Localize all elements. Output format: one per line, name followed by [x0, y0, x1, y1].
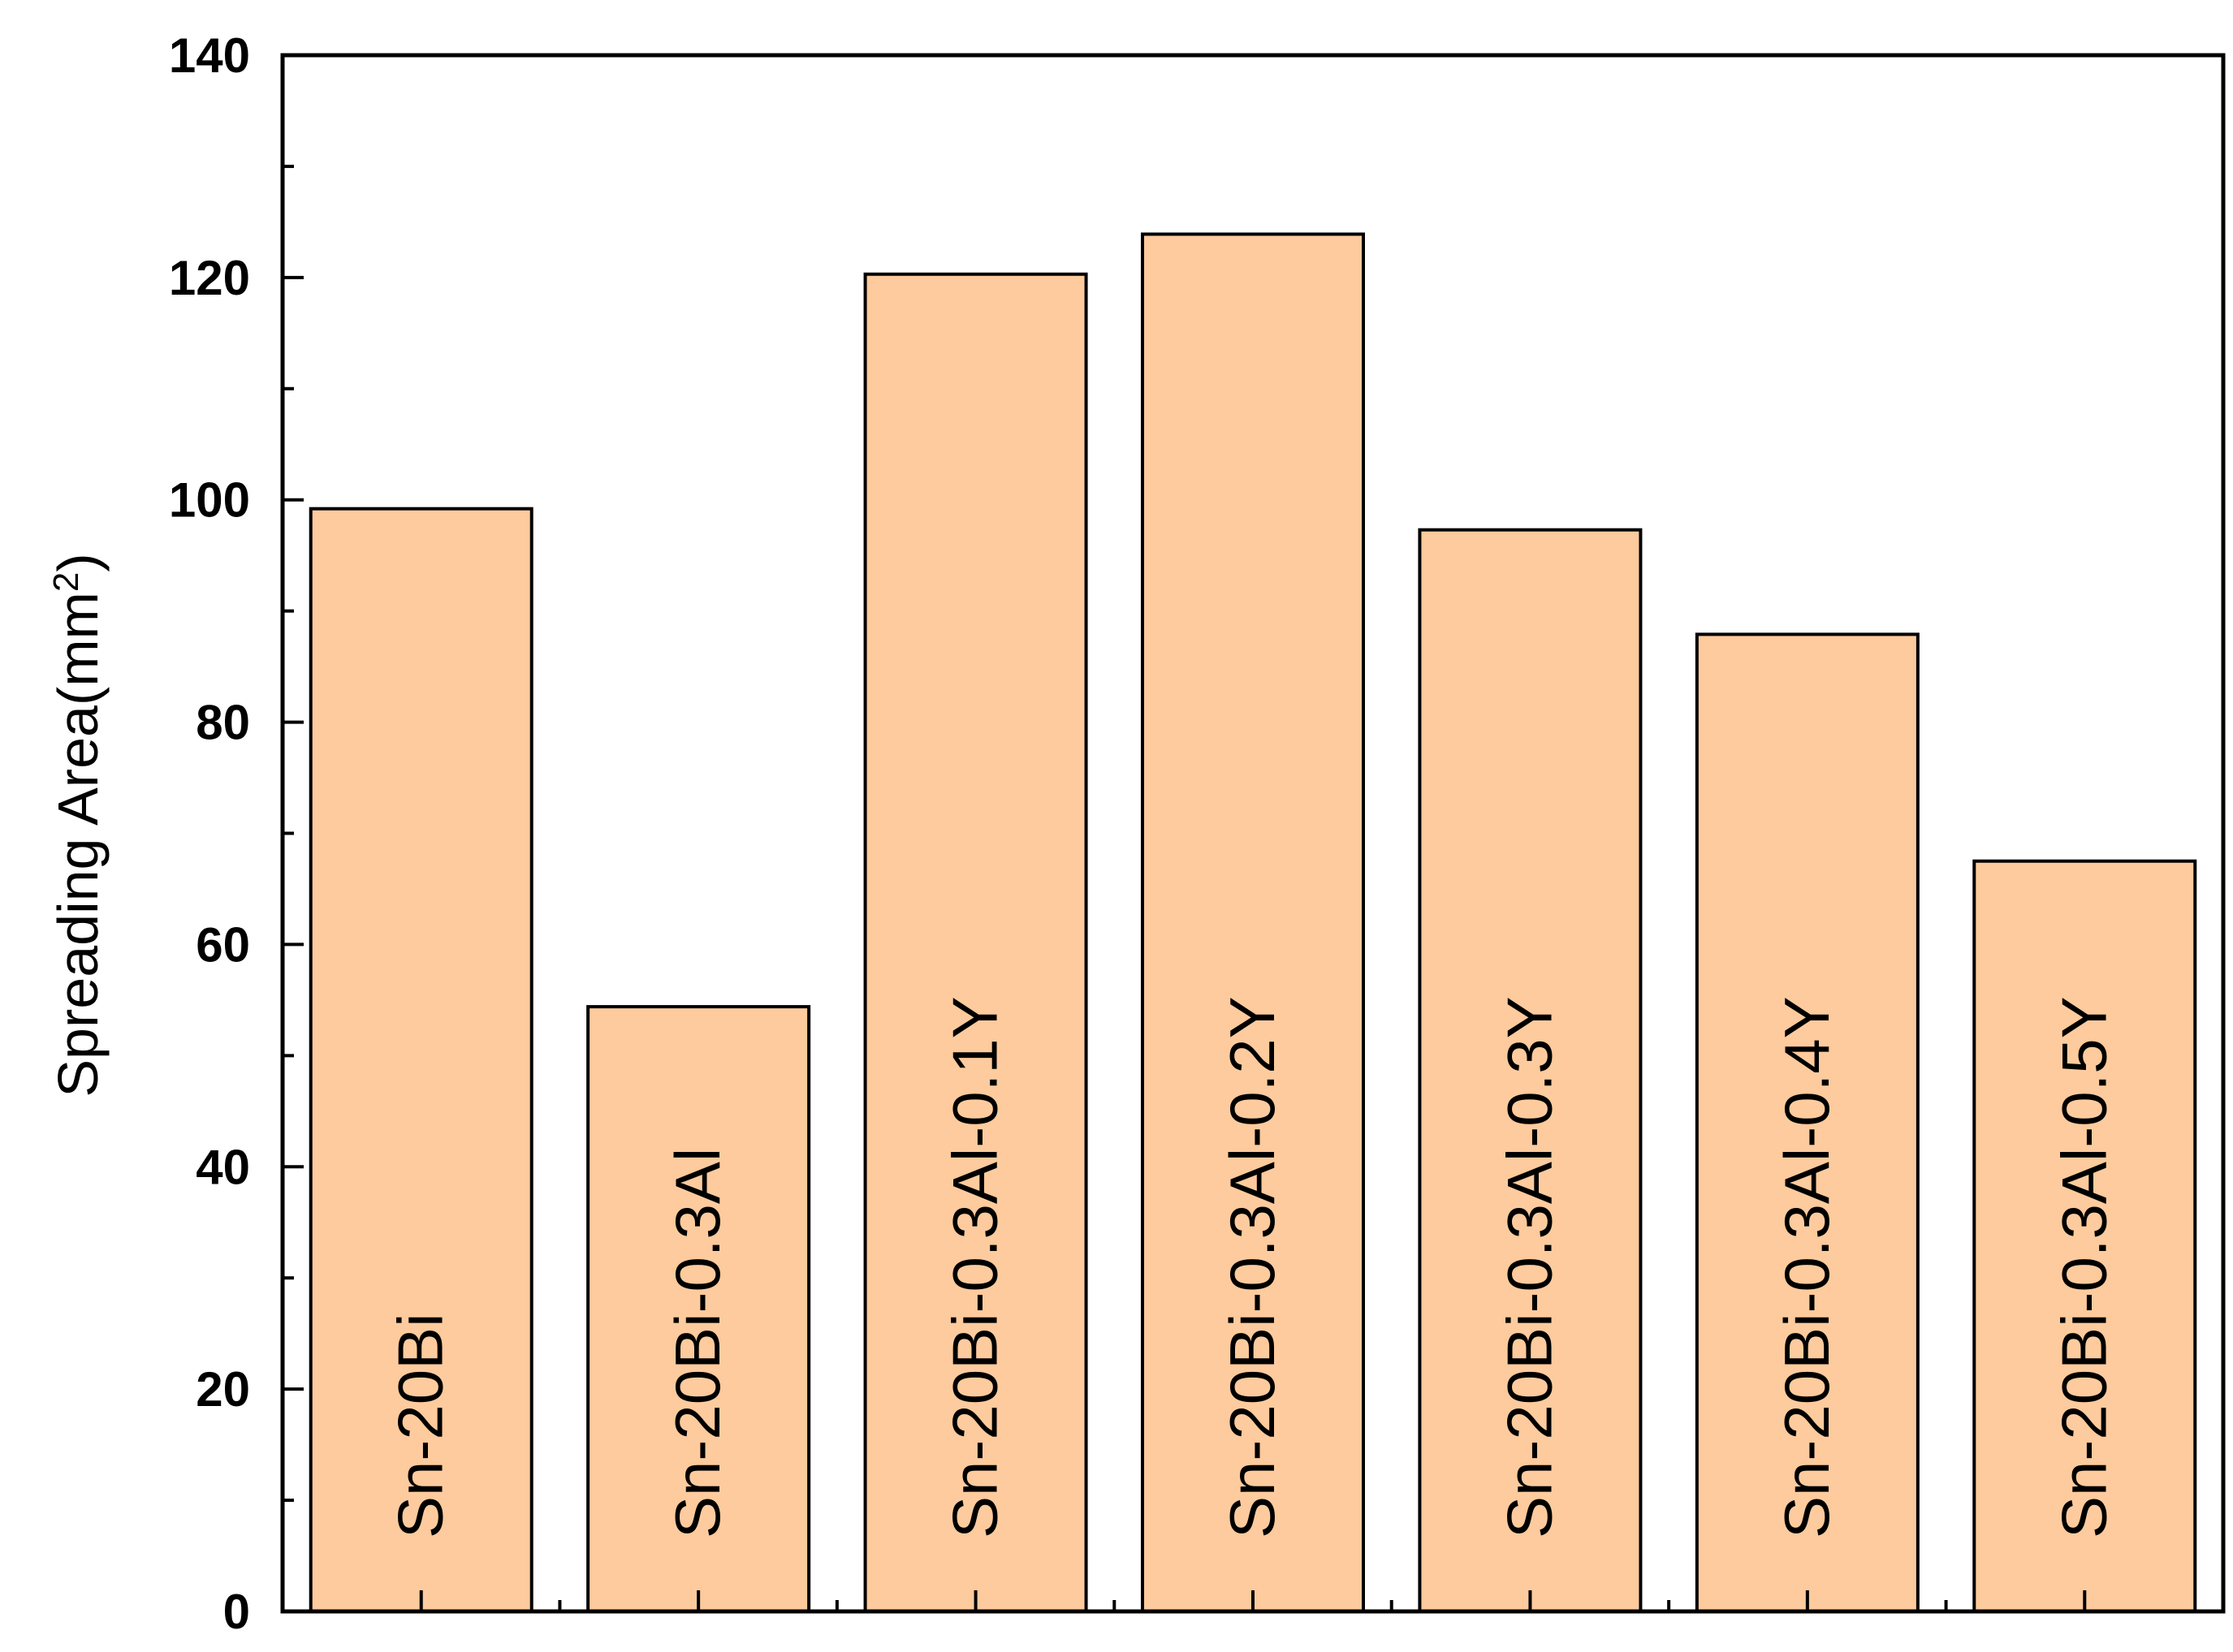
- bar-label: Sn-20Bi-0.3Al: [662, 1148, 733, 1538]
- bar-label: Sn-20Bi: [385, 1313, 456, 1539]
- bar-Sn-20Bi-0.3Al-0.4Y: [1695, 632, 1920, 1613]
- bar-label: Sn-20Bi-0.3Al-0.4Y: [1771, 996, 1842, 1538]
- y-axis-title-superscript: 2: [46, 572, 86, 592]
- y-axis-title-text: Spreading Area(mm: [46, 592, 110, 1098]
- y-tick-label: 120: [169, 251, 250, 305]
- y-tick-label: 80: [196, 696, 250, 750]
- y-axis-title: Spreading Area(mm2): [46, 553, 110, 1097]
- y-tick-label: 20: [196, 1362, 250, 1417]
- bar-Sn-20Bi-0.3Al-0.2Y: [1141, 232, 1365, 1614]
- bar-Sn-20Bi-0.3Al-0.3Y: [1418, 528, 1643, 1613]
- y-tick-label: 140: [169, 28, 250, 83]
- bar-label: Sn-20Bi-0.3Al-0.2Y: [1216, 996, 1288, 1538]
- bar-Sn-20Bi-0.3Al-0.1Y: [863, 272, 1088, 1614]
- bars-layer: [309, 232, 2197, 1614]
- y-axis-ticks: 0 20 40 60 80 100 120 140: [169, 28, 304, 1639]
- x-axis-ticks: [419, 1590, 2087, 1611]
- y-tick-label: 0: [223, 1585, 250, 1639]
- y-tick-label: 60: [196, 917, 250, 972]
- bar-label: Sn-20Bi-0.3Al-0.1Y: [939, 996, 1011, 1538]
- y-axis-title-close: ): [46, 553, 110, 572]
- bar-Sn-20Bi: [309, 507, 533, 1613]
- y-tick-label: 100: [169, 473, 250, 528]
- y-tick-label: 40: [196, 1140, 250, 1194]
- bar-label: Sn-20Bi-0.3Al-0.5Y: [2048, 996, 2119, 1538]
- bar-label: Sn-20Bi-0.3Al-0.3Y: [1493, 996, 1565, 1538]
- bar-Sn-20Bi-0.3Al: [586, 1005, 811, 1613]
- bar-labels-layer: Sn-20Bi Sn-20Bi-0.3Al Sn-20Bi-0.3Al-0.1Y Sn…: [385, 996, 2120, 1538]
